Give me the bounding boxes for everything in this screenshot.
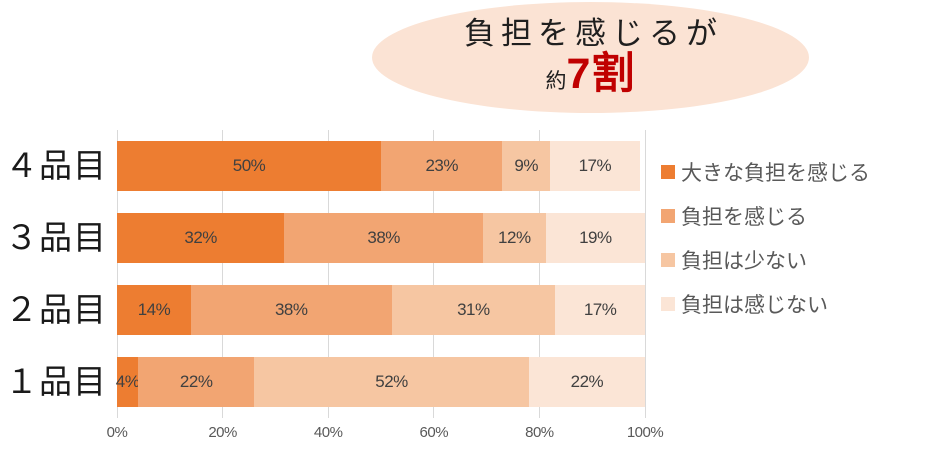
legend-item: 大きな負担を感じる (661, 150, 870, 194)
gridline (433, 130, 435, 418)
bar-segment: 4% (115, 357, 140, 407)
gridline (116, 130, 118, 418)
bar-segment-label: 32% (184, 228, 217, 247)
legend-item-label: 負担は少ない (681, 250, 807, 273)
bar-segment-label: 22% (570, 372, 604, 391)
x-axis-tick-label: 100% (626, 424, 664, 441)
legend-item-label: 大きな負担を感じる (681, 162, 870, 185)
bar-segment: 50% (117, 141, 381, 191)
category-label: ４品目 (5, 147, 107, 184)
bar-segment: 17% (549, 141, 640, 191)
bar-segment-label: 52% (375, 372, 408, 391)
bar-segment: 22% (138, 357, 255, 407)
legend-item-label: 負担を感じる (681, 206, 807, 229)
bar-segment-label: 38% (367, 228, 400, 247)
callout-subtext: 約 7割 (545, 49, 636, 98)
bar-segment: 23% (381, 141, 503, 191)
bar-segment-label: 17% (578, 156, 612, 175)
plot-area: 50% 23% 9% 17% 32% 38% 12% 19% 14% 38% 31% 17% 4% 22%… (115, 130, 646, 418)
legend-swatch-icon (661, 297, 675, 311)
bar-segment-label: 14% (137, 300, 171, 319)
legend-item: 負担は感じない (661, 282, 870, 326)
category-label: １品目 (5, 363, 107, 400)
bar-segment: 52% (254, 357, 529, 407)
bar-segment-label: 9% (514, 156, 538, 175)
gridline (538, 130, 540, 418)
bar-row: 14% 38% 31% 17% (117, 285, 645, 335)
legend-item: 負担を感じる (661, 194, 870, 238)
bar-row: 4% 22% 52% 22% (115, 357, 645, 407)
bar-row: 50% 23% 9% 17% (117, 141, 645, 191)
bar-segment: 17% (555, 285, 645, 335)
bar-segment-label: 38% (274, 300, 308, 319)
callout-approx-text: 約 (545, 69, 567, 93)
bar-segment: 19% (545, 213, 646, 263)
category-label: ２品目 (5, 291, 107, 328)
bar-segment: 9% (502, 141, 550, 191)
legend-item-label: 負担は感じない (681, 294, 828, 317)
x-axis-tick-label: 40% (313, 424, 343, 441)
legend-swatch-icon (661, 165, 675, 179)
bar-segment: 32% (117, 213, 285, 263)
x-axis-tick-label: 60% (419, 424, 449, 441)
bar-segment: 14% (117, 285, 191, 335)
bar-segment: 12% (482, 213, 546, 263)
callout-highlight-text: 7割 (566, 49, 636, 98)
x-axis: 0% 20% 40% 60% 80% 100% (107, 424, 664, 444)
bar-segment: 31% (391, 285, 556, 335)
bar-segment-label: 17% (583, 300, 617, 319)
legend-swatch-icon (661, 209, 675, 223)
category-label: ３品目 (5, 219, 107, 256)
x-axis-tick-label: 0% (106, 424, 128, 441)
legend: 大きな負担を感じる 負担を感じる 負担は少ない 負担は感じない (661, 150, 870, 326)
x-axis-tick-label: 80% (525, 424, 554, 441)
bar-row: 32% 38% 12% 19% (117, 213, 646, 263)
bar-segment-label: 31% (457, 300, 490, 319)
legend-swatch-icon (661, 253, 675, 267)
bar-segment-label: 12% (498, 228, 531, 247)
gridline (222, 130, 224, 418)
gridline (644, 130, 646, 418)
legend-item: 負担は少ない (661, 238, 870, 282)
callout-ellipse: 負担を感じるが 約 7割 (372, 2, 809, 113)
bar-segment-label: 19% (579, 228, 612, 247)
bar-segment-label: 4% (115, 372, 140, 391)
bar-segment: 22% (528, 357, 645, 407)
callout-text: 負担を感じるが (464, 15, 723, 51)
x-axis-tick-label: 20% (208, 424, 237, 441)
bar-segment-label: 50% (232, 156, 266, 175)
bar-segment-label: 23% (425, 156, 458, 175)
bar-segment: 38% (190, 285, 392, 335)
gridline (327, 130, 329, 418)
bar-segment: 38% (284, 213, 483, 263)
bar-segment-label: 22% (179, 372, 213, 391)
